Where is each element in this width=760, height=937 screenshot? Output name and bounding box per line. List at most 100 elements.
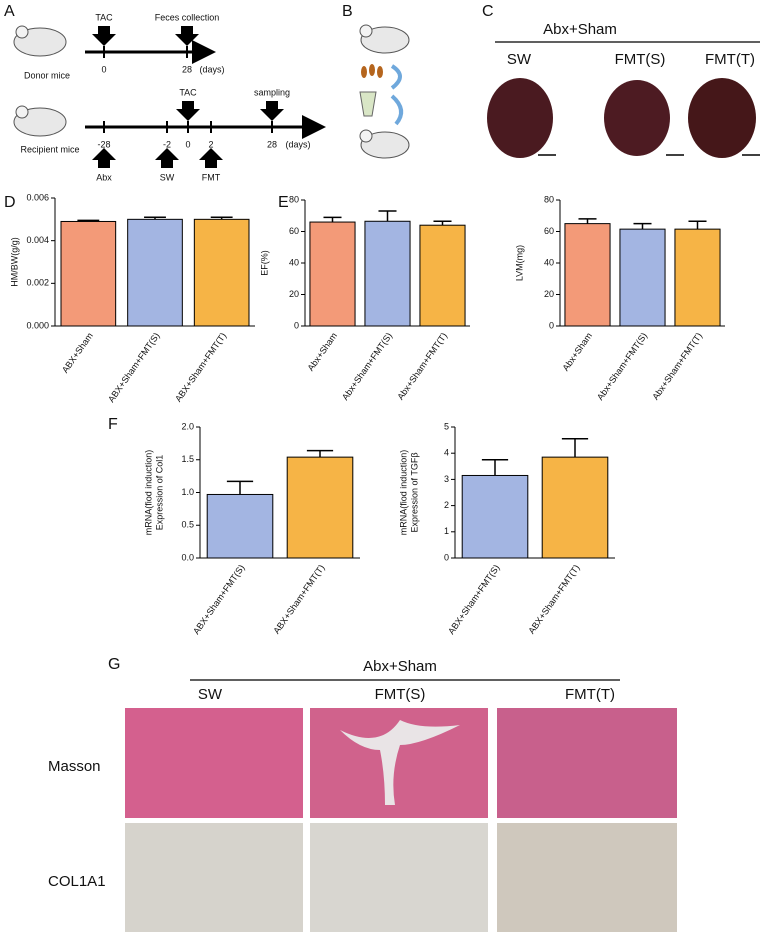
bar	[127, 218, 183, 327]
y-tick-label: 3	[444, 474, 449, 484]
x-tick-label: ABX+Sham+FMT(T)	[271, 563, 326, 636]
x-tick-label: ABX+Sham+FMT(S)	[446, 563, 502, 636]
error-bar	[323, 216, 342, 223]
donor-label: Donor mice	[24, 70, 70, 80]
bar	[193, 218, 250, 327]
column-label: FMT(T)	[565, 686, 615, 703]
x-tick-label: ABX+Sham+FMT(S)	[191, 563, 247, 636]
y-tick-label: 60	[544, 226, 554, 236]
unit-label: (days)	[199, 64, 224, 74]
bar	[419, 224, 466, 327]
error-bar	[633, 222, 652, 230]
panel-label: F	[108, 416, 118, 433]
day-label: -28	[97, 139, 110, 149]
panel-label: E	[278, 194, 289, 211]
panel-label: G	[108, 656, 120, 673]
y-tick-label: 0	[294, 320, 299, 330]
y-axis-label: Expression of Col1	[154, 455, 164, 531]
y-tick-label: 60	[289, 226, 299, 236]
bar	[619, 228, 666, 327]
y-tick-label: 20	[289, 289, 299, 299]
bar	[286, 456, 354, 559]
column-label: FMT(S)	[615, 51, 666, 68]
header: Abx+Sham	[543, 21, 617, 38]
donor-timeline	[13, 25, 216, 64]
event-label: sampling	[254, 87, 290, 97]
column-label: SW	[507, 51, 532, 68]
x-tick-label: ABX+Sham+FMT(S)	[106, 331, 162, 404]
y-tick-label: 2.0	[181, 421, 194, 431]
y-tick-label: 0.0	[181, 552, 194, 562]
column-label: FMT(T)	[705, 51, 755, 68]
error-bar	[578, 218, 597, 224]
unit-label: (days)	[285, 139, 310, 149]
day-label: 2	[208, 139, 213, 149]
x-tick-label: ABX+Sham	[60, 331, 95, 375]
bar	[564, 223, 611, 327]
treatment-label: Abx	[96, 172, 112, 182]
day-label: 28	[182, 64, 192, 74]
y-tick-label: 1	[444, 526, 449, 536]
error-bar	[306, 449, 334, 458]
y-tick-label: 0	[549, 320, 554, 330]
error-bar	[144, 216, 166, 220]
x-tick-label: Abx+Sham+FMT(T)	[650, 331, 704, 402]
error-bar	[688, 220, 707, 230]
x-tick-label: ABX+Sham+FMT(T)	[173, 331, 228, 404]
panel-label: B	[342, 3, 353, 20]
y-tick-label: 0.004	[26, 235, 49, 245]
y-tick-label: 0.000	[26, 320, 49, 330]
bar	[60, 220, 117, 327]
y-axis-label: mRNA(fiod induction)	[143, 450, 153, 536]
column-label: FMT(S)	[375, 686, 426, 703]
y-tick-label: 2	[444, 500, 449, 510]
panel-label: D	[4, 194, 16, 211]
y-tick-label: 5	[444, 421, 449, 431]
y-axis-label: mRNA(fiod induction)	[398, 450, 408, 536]
bar	[364, 220, 411, 327]
y-tick-label: 80	[289, 194, 299, 204]
error-bar	[561, 438, 589, 458]
x-tick-label: ABX+Sham+FMT(T)	[526, 563, 581, 636]
day-label: 28	[267, 139, 277, 149]
y-tick-label: 20	[544, 289, 554, 299]
day-label: -2	[163, 139, 171, 149]
row-label: COL1A1	[48, 873, 106, 890]
y-tick-label: 1.0	[181, 487, 194, 497]
treatment-label: FMT	[202, 172, 221, 182]
y-tick-label: 1.5	[181, 454, 194, 464]
y-tick-label: 0.002	[26, 278, 49, 288]
x-tick-label: Abx+Sham+FMT(T)	[395, 331, 449, 402]
bar	[461, 474, 529, 559]
transplant-schematic	[359, 24, 410, 159]
treatment-label: SW	[160, 172, 175, 182]
y-axis-label: HM/BW(g/g)	[9, 237, 19, 287]
y-tick-label: 80	[544, 194, 554, 204]
y-tick-label: 40	[289, 257, 299, 267]
event-label: Feces collection	[155, 12, 220, 22]
y-tick-label: 0.006	[26, 192, 49, 202]
heart-photos	[487, 78, 760, 158]
column-label: SW	[198, 686, 223, 703]
y-tick-label: 0.5	[181, 520, 194, 530]
x-tick-label: Abx+Sham	[560, 331, 594, 373]
y-tick-label: 40	[544, 257, 554, 267]
error-bar	[378, 210, 397, 222]
day-label: 0	[185, 139, 190, 149]
recipient-timeline	[13, 101, 326, 168]
histology-images	[125, 708, 677, 932]
x-tick-label: Abx+Sham	[305, 331, 339, 373]
error-bar	[210, 216, 233, 220]
y-tick-label: 4	[444, 448, 449, 458]
event-label: TAC	[179, 87, 197, 97]
error-bar	[77, 219, 100, 222]
recipient-label: Recipient mice	[20, 144, 79, 154]
y-tick-label: 0	[444, 552, 449, 562]
bar	[206, 493, 274, 559]
header: Abx+Sham	[363, 658, 437, 675]
day-label: 0	[101, 64, 106, 74]
error-bar	[481, 459, 509, 476]
bar	[541, 456, 609, 559]
bar	[674, 228, 721, 327]
